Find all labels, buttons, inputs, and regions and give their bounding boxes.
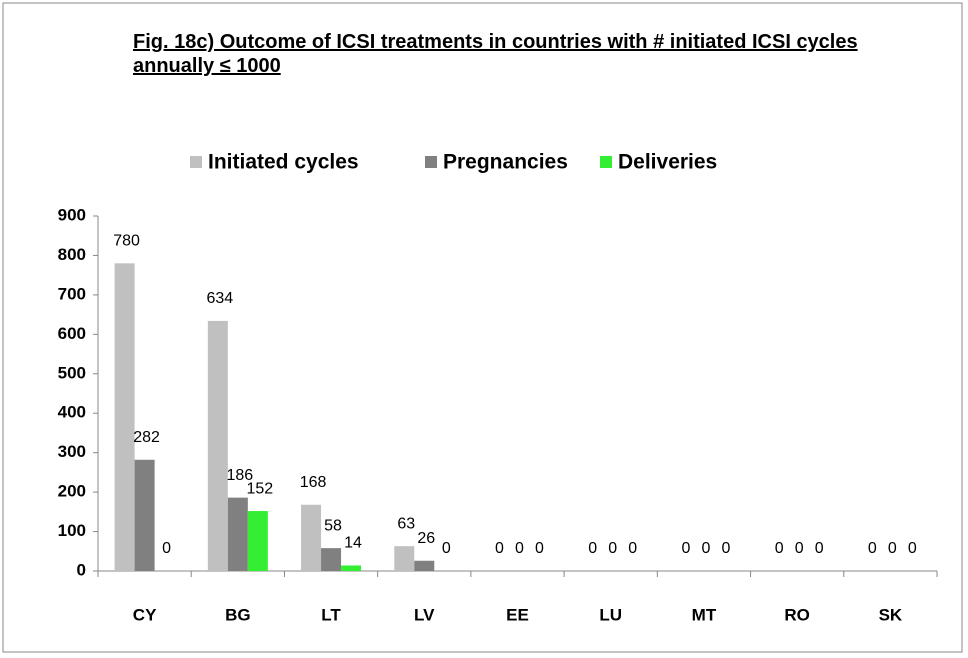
bar [321, 548, 342, 571]
data-label: 282 [133, 429, 160, 446]
chart-title: Fig. 18c) Outcome of ICSI treatments in … [133, 31, 858, 77]
y-tick-label: 0 [77, 560, 86, 579]
y-tick-label: 300 [58, 442, 86, 461]
y-tick-label: 200 [58, 482, 86, 501]
data-label: 26 [417, 530, 435, 547]
legend-swatch [600, 156, 612, 168]
bar [207, 320, 228, 571]
data-label: 780 [113, 233, 140, 250]
data-label: 634 [206, 290, 233, 307]
legend-label: Deliveries [618, 151, 717, 174]
data-label: 58 [324, 517, 342, 534]
legend-label: Initiated cycles [208, 151, 359, 174]
data-label: 0 [795, 540, 804, 557]
data-label: 0 [608, 540, 617, 557]
y-tick-label: 100 [58, 521, 86, 540]
data-label: 0 [815, 540, 824, 557]
data-label: 0 [888, 540, 897, 557]
x-tick-label: CY [133, 605, 157, 624]
bar [341, 565, 362, 571]
bar [414, 560, 435, 571]
data-label: 0 [495, 540, 504, 557]
x-tick-label: EE [506, 605, 529, 624]
y-tick-label: 400 [58, 403, 86, 422]
x-tick-label: BG [225, 605, 251, 624]
data-label: 14 [344, 535, 362, 552]
bar [227, 497, 248, 571]
x-tick-label: SK [879, 605, 903, 624]
x-tick-label: RO [784, 605, 810, 624]
data-label: 0 [162, 540, 171, 557]
x-tick-label: LV [414, 605, 435, 624]
data-label: 0 [535, 540, 544, 557]
bar [134, 459, 155, 571]
data-label: 0 [628, 540, 637, 557]
x-tick-label: MT [692, 605, 717, 624]
bar [247, 511, 268, 571]
legend-swatch [190, 156, 202, 168]
data-label: 0 [908, 540, 917, 557]
bar [114, 263, 135, 571]
data-label: 0 [515, 540, 524, 557]
data-label: 0 [775, 540, 784, 557]
data-label: 168 [300, 474, 327, 491]
y-tick-label: 600 [58, 324, 86, 343]
data-label: 63 [397, 515, 415, 532]
data-label: 0 [588, 540, 597, 557]
data-label: 0 [868, 540, 877, 557]
y-tick-label: 500 [58, 363, 86, 382]
data-label: 152 [246, 480, 273, 497]
legend-swatch [425, 156, 437, 168]
data-label: 0 [701, 540, 710, 557]
y-tick-label: 900 [58, 205, 86, 224]
data-label: 0 [681, 540, 690, 557]
bar [301, 504, 322, 571]
x-tick-label: LT [321, 605, 341, 624]
data-label: 186 [226, 467, 253, 484]
data-label: 0 [721, 540, 730, 557]
legend-label: Pregnancies [443, 151, 568, 174]
x-tick-label: LU [599, 605, 622, 624]
bar [394, 546, 415, 571]
y-tick-label: 800 [58, 245, 86, 264]
y-tick-label: 700 [58, 284, 86, 303]
data-label: 0 [442, 540, 451, 557]
